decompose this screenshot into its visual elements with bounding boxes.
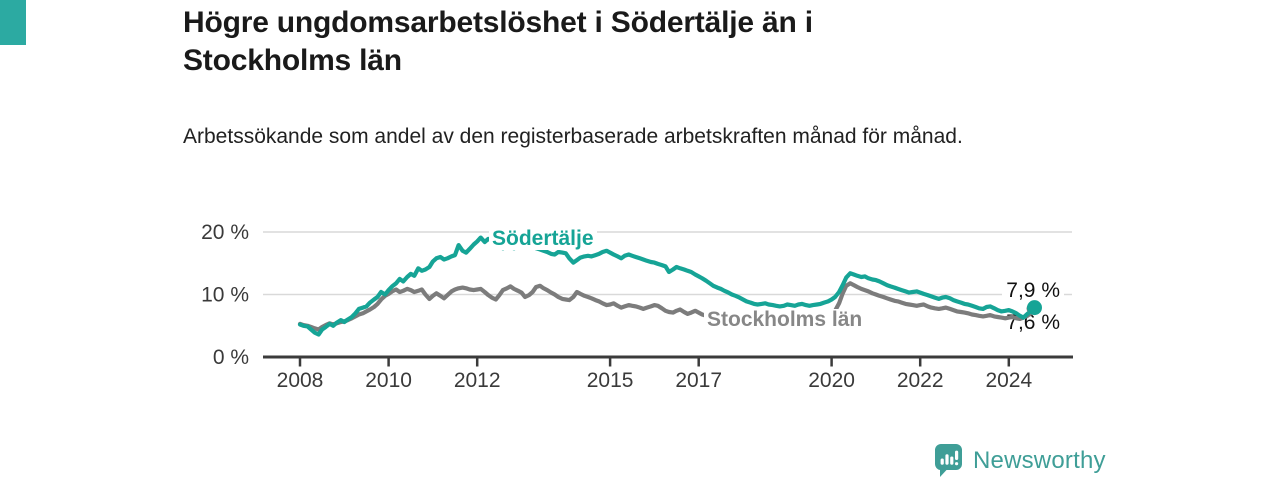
x-axis-label-2015: 2015	[587, 369, 634, 392]
end-dot-sodertalje	[1026, 300, 1042, 316]
series-line-stockholms-lan	[297, 281, 1037, 332]
series-label-sodertalje: Södertälje	[489, 228, 597, 250]
page-title: Högre ungdomsarbetslöshet i Södertälje ä…	[183, 6, 813, 77]
x-axis-label-2008: 2008	[277, 369, 324, 392]
series-line-sodertalje	[297, 235, 1037, 337]
end-label-plate	[1002, 279, 1064, 301]
series-label-stockholms-lan: Stockholms län	[704, 309, 866, 331]
chart-subtitle: Arbetssökande som andel av den registerb…	[183, 125, 963, 148]
bar-chart-speech-bubble-icon	[935, 444, 962, 477]
y-axis-label-0: 0 %	[213, 346, 249, 369]
x-axis-label-2020: 2020	[808, 369, 855, 392]
x-axis-label-2012: 2012	[454, 369, 501, 392]
newsworthy-logo[interactable]: Newsworthy	[934, 443, 1106, 478]
y-axis-label-10: 10 %	[201, 284, 249, 307]
x-axis-label-2010: 2010	[365, 369, 412, 392]
x-axis-label-2017: 2017	[675, 369, 722, 392]
x-axis-label-2022: 2022	[897, 369, 944, 392]
brand-accent-square	[0, 0, 26, 45]
y-axis-label-20: 20 %	[201, 221, 249, 244]
end-value-label-sodertalje: 7,9 %	[1006, 279, 1060, 302]
logo-text: Newsworthy	[973, 446, 1106, 474]
x-axis-label-2024: 2024	[985, 369, 1032, 392]
